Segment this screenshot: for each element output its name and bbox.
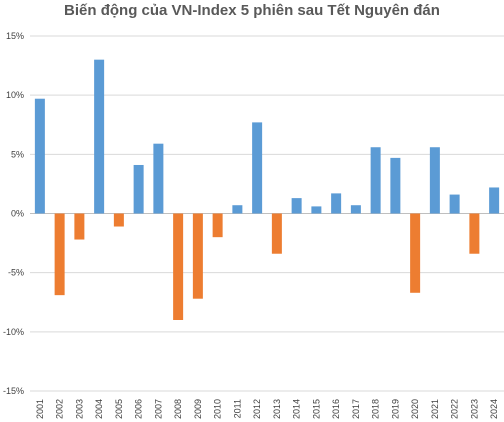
bar-2020: [410, 213, 421, 293]
x-tick-label: 2023: [469, 399, 479, 419]
x-tick-label: 2024: [489, 399, 499, 419]
x-tick-label: 2003: [74, 399, 84, 419]
y-tick-label: 0%: [11, 209, 24, 219]
bar-2013: [271, 213, 282, 254]
bar-2001: [34, 98, 45, 214]
bar-2011: [232, 205, 243, 214]
x-tick-label: 2004: [94, 399, 104, 419]
y-tick-label: 10%: [6, 90, 24, 100]
y-tick-label: -10%: [3, 327, 24, 337]
bar-2019: [390, 157, 401, 214]
bar-2012: [252, 122, 263, 214]
x-tick-label: 2001: [35, 399, 45, 419]
bar-2003: [74, 213, 85, 240]
bar-2005: [113, 213, 124, 227]
x-tick-label: 2013: [272, 399, 282, 419]
x-tick-label: 2006: [134, 399, 144, 419]
bar-2022: [449, 194, 460, 214]
bar-2021: [429, 147, 440, 214]
x-tick-label: 2015: [311, 399, 321, 419]
y-tick-label: -5%: [8, 268, 24, 278]
bar-2004: [94, 59, 105, 214]
x-tick-label: 2016: [331, 399, 341, 419]
x-tick-label: 2019: [390, 399, 400, 419]
bar-2008: [173, 213, 184, 320]
x-tick-label: 2018: [371, 399, 381, 419]
bar-2015: [311, 206, 322, 214]
bar-2010: [212, 213, 223, 238]
x-tick-label: 2012: [252, 399, 262, 419]
bar-2023: [469, 213, 480, 254]
x-tick-label: 2010: [213, 399, 223, 419]
x-tick-label: 2002: [55, 399, 65, 419]
bar-2014: [291, 198, 302, 214]
x-tick-label: 2005: [114, 399, 124, 419]
bar-2017: [350, 205, 361, 214]
bar-2016: [331, 193, 342, 214]
bar-2007: [153, 143, 164, 214]
bar-2018: [370, 147, 381, 214]
bar-2002: [54, 213, 65, 296]
x-tick-label: 2009: [193, 399, 203, 419]
x-tick-label: 2020: [410, 399, 420, 419]
y-tick-label: -15%: [3, 386, 24, 396]
bar-2024: [489, 187, 500, 214]
x-tick-label: 2021: [430, 399, 440, 419]
x-tick-label: 2008: [173, 399, 183, 419]
bar-2006: [133, 164, 144, 214]
x-tick-label: 2011: [232, 399, 242, 418]
x-tick-label: 2014: [292, 399, 302, 419]
y-tick-label: 15%: [6, 31, 24, 41]
y-tick-label: 5%: [11, 149, 24, 159]
bar-2009: [192, 213, 203, 299]
chart-title: Biến động của VN-Index 5 phiên sau Tết N…: [64, 2, 440, 19]
x-tick-label: 2022: [450, 399, 460, 419]
x-tick-label: 2007: [153, 399, 163, 419]
x-tick-label: 2017: [351, 399, 361, 419]
